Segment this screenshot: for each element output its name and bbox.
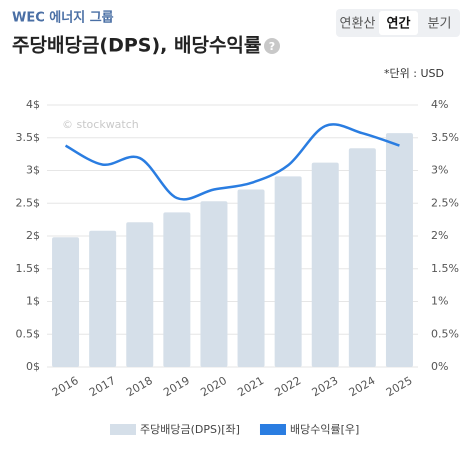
bar — [348, 148, 376, 367]
help-icon[interactable] — [264, 38, 280, 54]
chart-title: 주당배당금(DPS), 배당수익률 — [12, 35, 261, 57]
y2-tick-label: 2% — [431, 229, 448, 242]
y2-tick-label: 0.5% — [431, 327, 459, 340]
x-tick-label: 2018 — [124, 374, 155, 399]
x-tick-label: 2019 — [161, 374, 192, 399]
bar — [274, 176, 302, 367]
y-tick-label: 3.5$ — [16, 131, 41, 144]
y-tick-label: 0.5$ — [16, 327, 41, 340]
bar — [163, 212, 191, 367]
legend-label: 주당배당금(DPS)[좌] — [140, 423, 240, 436]
x-tick-label: 2022 — [273, 374, 304, 399]
x-tick-label: 2025 — [384, 374, 415, 399]
x-tick-label: 2020 — [198, 374, 229, 399]
bar — [52, 237, 80, 367]
tab[interactable]: 연환산 — [340, 17, 376, 32]
tab[interactable]: 연간 — [387, 16, 411, 32]
tab[interactable]: 분기 — [428, 17, 452, 32]
y-tick-label: 3$ — [26, 164, 40, 177]
x-tick-label: 2023 — [310, 374, 341, 399]
y2-tick-label: 3% — [431, 164, 448, 177]
help-icon-text[interactable]: ? — [269, 40, 275, 53]
x-tick-label: 2016 — [50, 374, 81, 399]
y-tick-label: 1$ — [26, 295, 40, 308]
x-tick-label: 2017 — [87, 374, 118, 399]
legend-label: 배당수익률[우] — [290, 423, 359, 436]
y2-tick-label: 3.5% — [431, 131, 459, 144]
y-tick-label: 4$ — [26, 98, 40, 111]
unit-note: *단위 : USD — [384, 67, 444, 80]
y2-tick-label: 4% — [431, 98, 448, 111]
x-tick-label: 2021 — [235, 374, 266, 399]
bar — [89, 230, 117, 367]
bar — [237, 189, 265, 367]
y-tick-label: 1.5$ — [16, 262, 41, 275]
y-tick-label: 2$ — [26, 229, 40, 242]
legend-swatch — [110, 424, 136, 435]
y2-tick-label: 0% — [431, 360, 448, 373]
company-name: WEC 에너지 그룹 — [12, 10, 114, 26]
y2-tick-label: 2.5% — [431, 196, 459, 209]
y2-tick-label: 1.5% — [431, 262, 459, 275]
tab-selected-bg — [379, 11, 418, 35]
bar — [200, 201, 228, 367]
y-tick-label: 2.5$ — [16, 196, 41, 209]
x-tick-label: 2024 — [347, 374, 378, 399]
bar — [385, 133, 413, 367]
y2-tick-label: 1% — [431, 295, 448, 308]
line — [64, 123, 400, 201]
y-tick-label: 0$ — [26, 360, 40, 373]
bar — [311, 162, 339, 367]
watermark: © stockwatch — [62, 118, 139, 131]
bar — [126, 222, 154, 367]
legend-swatch — [259, 424, 286, 435]
